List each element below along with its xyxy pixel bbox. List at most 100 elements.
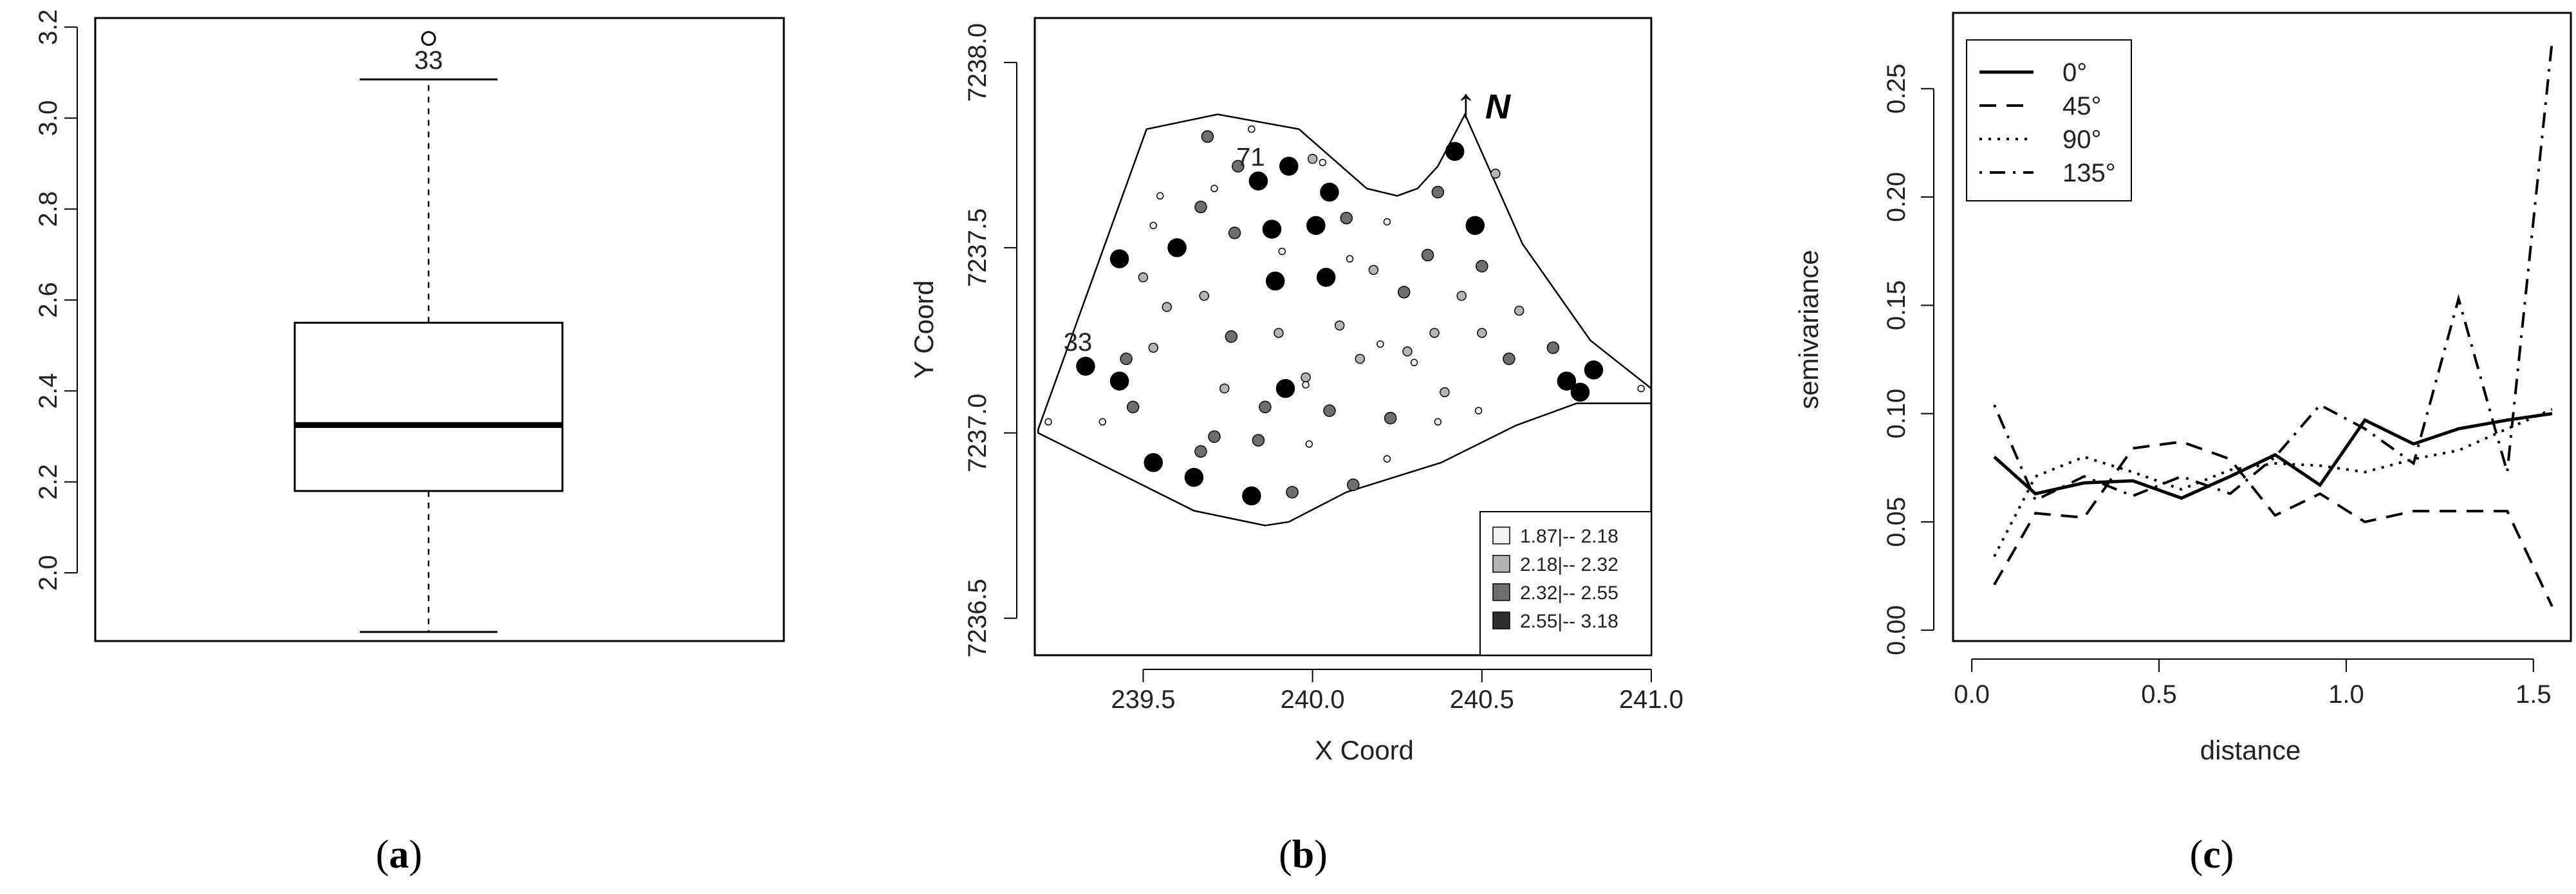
legend-label-c: 135° — [2062, 159, 2116, 187]
north-label: N — [1485, 88, 1511, 126]
sample-point — [1279, 156, 1299, 176]
sample-point — [1301, 372, 1311, 383]
semivariogram-marks — [1993, 41, 2553, 608]
panel-label-a: (a) — [376, 833, 422, 877]
sample-point — [1402, 346, 1413, 357]
sample-point — [1044, 418, 1052, 426]
legend-label-b: 1.87|-- 2.18 — [1520, 526, 1618, 547]
sample-point — [1474, 407, 1483, 414]
y-axis-a: 2.0 2.2 2.4 2.6 2.8 3.0 3.2 — [34, 9, 78, 591]
y-tick-label-c: 0.20 — [1882, 172, 1911, 222]
sample-point — [1126, 400, 1140, 414]
sample-point — [1319, 158, 1327, 167]
sample-point — [1274, 328, 1284, 338]
sample-point — [1397, 286, 1411, 299]
sample-point — [1194, 445, 1207, 458]
sample-point — [1305, 440, 1313, 448]
sample-point — [1334, 320, 1345, 331]
sample-point — [1156, 192, 1164, 200]
sample-point — [1637, 384, 1645, 393]
series-line-0 — [1993, 412, 2553, 500]
legend-label-c: 90° — [2062, 126, 2102, 154]
y-tick-label-c: 0.15 — [1882, 280, 1911, 330]
y-tick-label-a: 2.2 — [34, 464, 62, 500]
sample-point — [1228, 227, 1241, 239]
y-tick-label-b: 7237.0 — [963, 393, 992, 472]
panel-a-boxplot: 2.0 2.2 2.4 2.6 2.8 3.0 3.2 33 (a) — [34, 9, 785, 877]
y-tick-label-c: 0.10 — [1882, 389, 1911, 439]
y-axis-title-b: Y Coord — [909, 280, 939, 378]
box-iqr — [293, 321, 564, 492]
series-line-3 — [1993, 41, 2553, 502]
sample-point — [1149, 221, 1157, 230]
outlier-label: 33 — [414, 46, 443, 75]
sample-point — [1148, 342, 1158, 353]
legend-label-c: 45° — [2062, 92, 2102, 120]
sample-point — [1194, 200, 1207, 214]
y-tick-label-b: 7236.5 — [963, 579, 992, 657]
sample-point — [1208, 430, 1221, 443]
sample-point — [1302, 381, 1310, 389]
sample-point — [1278, 247, 1286, 256]
legend-swatch-b — [1492, 611, 1510, 629]
legend-label-b: 2.32|-- 2.55 — [1520, 582, 1618, 604]
legend-swatch-b — [1492, 583, 1510, 601]
sample-point — [1167, 238, 1187, 257]
y-tick-label-c: 0.25 — [1882, 64, 1911, 114]
sample-point — [1355, 353, 1366, 364]
y-tick-label-b: 7238.0 — [963, 23, 992, 102]
x-tick-label-b: 241.0 — [1619, 685, 1683, 714]
plot-frame-a — [94, 17, 785, 642]
sample-point — [1431, 185, 1445, 199]
sample-point — [1323, 404, 1336, 417]
sample-point — [1120, 352, 1133, 366]
panel-c-semivariogram: 0.0 0.5 1.0 1.5 0.00 0.05 0.10 0.15 0.20 0.25 dis… — [1793, 12, 2572, 877]
sample-point — [1440, 387, 1450, 398]
sample-point — [1199, 290, 1209, 301]
sample-point — [1252, 434, 1265, 447]
sample-point — [1109, 249, 1129, 268]
sample-point — [1306, 216, 1326, 236]
panel-label-b: (b) — [1279, 833, 1328, 877]
y-tick-label-a: 2.0 — [34, 555, 62, 591]
legend-c: 0° 45° 90° 135° — [1966, 39, 2132, 201]
sample-point — [1098, 418, 1107, 426]
point-label: 71 — [1236, 143, 1265, 171]
axes-c: 0.0 0.5 1.0 1.5 0.00 0.05 0.10 0.15 0.20 0.25 — [1882, 64, 2552, 709]
x-tick-label-c: 0.5 — [2141, 680, 2177, 709]
sample-point — [1320, 182, 1339, 202]
sample-point — [1248, 125, 1256, 133]
sample-point — [1248, 171, 1268, 191]
y-tick-label-a: 2.6 — [34, 282, 62, 318]
sample-point — [1445, 142, 1465, 161]
sample-point — [1476, 259, 1488, 273]
x-axis-title-c: distance — [2200, 735, 2301, 765]
legend-label-c: 0° — [2062, 59, 2087, 87]
legend-swatch-b — [1492, 555, 1510, 573]
plot-frame-c — [1952, 12, 2572, 642]
sample-point — [1410, 359, 1418, 367]
sample-point — [1184, 467, 1204, 487]
plot-frame-b — [1033, 17, 1653, 657]
map-marks: 71 33 — [1037, 112, 1653, 526]
x-tick-label-b: 240.0 — [1281, 685, 1345, 714]
y-tick-label-a: 2.4 — [34, 373, 62, 409]
sample-point — [1162, 302, 1172, 312]
sample-point — [1210, 185, 1218, 192]
sample-point — [1232, 160, 1245, 172]
axes-b: 239.5 240.0 240.5 241.0 7236.5 7237.0 7237.5 72… — [963, 23, 1683, 714]
boxplot-marks: 33 — [293, 31, 564, 633]
sample-point — [1368, 265, 1379, 275]
x-tick-label-b: 240.5 — [1450, 685, 1514, 714]
sample-point — [1503, 352, 1515, 366]
y-tick-label-a: 3.0 — [34, 100, 62, 136]
y-tick-label-c: 0.00 — [1882, 605, 1911, 655]
sample-point — [1316, 268, 1336, 287]
sample-point — [1384, 411, 1397, 425]
field-boundary — [1037, 112, 1653, 526]
sample-point — [1383, 218, 1391, 226]
sample-point — [1557, 371, 1577, 391]
sample-point — [1434, 418, 1442, 426]
sample-point — [1347, 478, 1360, 491]
